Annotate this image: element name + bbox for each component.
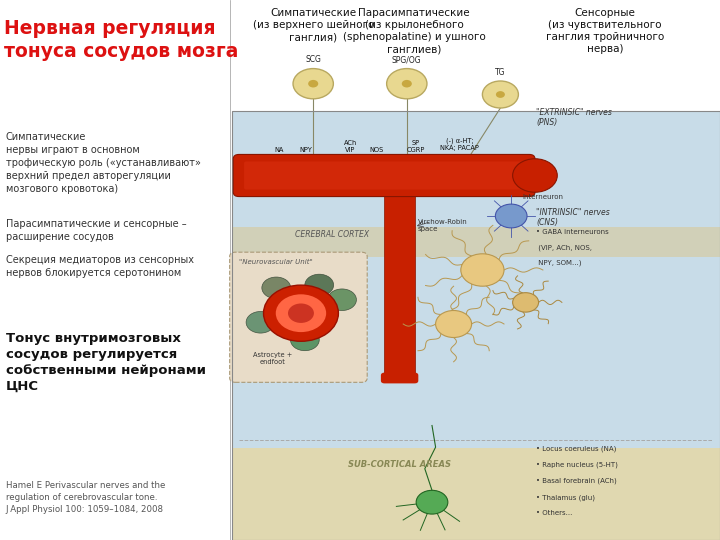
Circle shape	[262, 277, 291, 299]
Circle shape	[461, 254, 504, 286]
Text: Сенсорные
(из чувствительного
ганглия тройничного
нерва): Сенсорные (из чувствительного ганглия тр…	[546, 8, 664, 54]
Bar	[232, 111, 720, 540]
Bar	[0, 0, 230, 540]
Text: NPY: NPY	[300, 147, 312, 153]
Circle shape	[482, 81, 518, 108]
Circle shape	[416, 490, 448, 514]
Circle shape	[290, 329, 319, 350]
Text: Тонус внутримозговых
сосудов регулируется
собственными нейронами
ЦНС: Тонус внутримозговых сосудов регулируетс…	[6, 332, 206, 393]
Text: "Neurovascular Unit": "Neurovascular Unit"	[239, 259, 312, 265]
Text: Astrocyte +
endfoot: Astrocyte + endfoot	[253, 352, 292, 365]
Circle shape	[436, 310, 472, 338]
FancyBboxPatch shape	[232, 227, 720, 256]
Circle shape	[495, 204, 527, 228]
Text: Парасимпатические и сенсорные –
расширение сосудов: Парасимпатические и сенсорные – расширен…	[6, 219, 186, 241]
FancyBboxPatch shape	[233, 154, 535, 197]
Circle shape	[246, 312, 275, 333]
Circle shape	[308, 80, 318, 87]
Text: Симпатические
нервы играют в основном
трофическую роль («устанавливают»
верхний : Симпатические нервы играют в основном тр…	[6, 132, 201, 193]
Bar	[232, 111, 720, 448]
Text: (-) α-HT;
NKA; PACAP: (-) α-HT; NKA; PACAP	[440, 138, 479, 151]
Text: • Locus coeruleus (NA): • Locus coeruleus (NA)	[536, 446, 617, 452]
Text: "EXTRINSIC" nerves
(PNS): "EXTRINSIC" nerves (PNS)	[536, 108, 612, 127]
Bar	[232, 448, 720, 540]
Text: SCG: SCG	[305, 55, 321, 64]
Circle shape	[305, 274, 333, 296]
Text: Секреция медиаторов из сенсорных
нервов блокируется серотонином: Секреция медиаторов из сенсорных нервов …	[6, 255, 194, 278]
Circle shape	[387, 69, 427, 99]
Text: Нервная регуляция
тонуса сосудов мозга: Нервная регуляция тонуса сосудов мозга	[4, 19, 238, 60]
Text: NA: NA	[274, 147, 284, 153]
Circle shape	[288, 303, 314, 323]
Text: Virchow-Robin
space: Virchow-Robin space	[418, 219, 467, 232]
Text: • GABA interneurons: • GABA interneurons	[536, 230, 609, 235]
Circle shape	[328, 289, 356, 310]
Circle shape	[513, 293, 539, 312]
Text: SP
CGRP: SP CGRP	[407, 140, 426, 153]
Text: ACh
VIP: ACh VIP	[344, 140, 357, 153]
FancyBboxPatch shape	[244, 161, 524, 190]
Text: Парасимпатические
(из крылонебного
(sphenopalatine) и ушного
ганглиев): Парасимпатические (из крылонебного (sphe…	[343, 8, 485, 54]
Text: Симпатические
(из верхнего шейного
ганглия): Симпатические (из верхнего шейного гангл…	[253, 8, 374, 42]
Text: NPY, SOM...): NPY, SOM...)	[536, 260, 582, 266]
Text: • Thalamus (glu): • Thalamus (glu)	[536, 494, 595, 501]
Text: Interneuron: Interneuron	[522, 194, 563, 200]
Text: • Basal forebrain (ACh): • Basal forebrain (ACh)	[536, 478, 617, 484]
Text: SUB-CORTICAL AREAS: SUB-CORTICAL AREAS	[348, 460, 451, 469]
Text: "INTRINSIC" nerves
(CNS): "INTRINSIC" nerves (CNS)	[536, 208, 610, 227]
Text: Hamel E Perivascular nerves and the
regulation of cerebrovascular tone.
J Appl P: Hamel E Perivascular nerves and the regu…	[6, 482, 165, 514]
Circle shape	[402, 80, 412, 87]
Circle shape	[496, 91, 505, 98]
FancyBboxPatch shape	[381, 373, 418, 383]
Text: NOS: NOS	[369, 147, 384, 153]
Circle shape	[293, 69, 333, 99]
Text: (VIP, ACh, NOS,: (VIP, ACh, NOS,	[536, 245, 593, 251]
Bar	[384, 192, 415, 378]
Text: TG: TG	[495, 68, 505, 77]
Text: • Raphe nucleus (5-HT): • Raphe nucleus (5-HT)	[536, 462, 618, 468]
Circle shape	[264, 285, 338, 341]
Text: SPG/OG: SPG/OG	[392, 55, 422, 64]
Circle shape	[513, 159, 557, 192]
FancyBboxPatch shape	[230, 252, 367, 382]
Circle shape	[276, 294, 326, 332]
Text: • Others...: • Others...	[536, 510, 573, 516]
Text: CEREBRAL CORTEX: CEREBRAL CORTEX	[295, 231, 369, 239]
